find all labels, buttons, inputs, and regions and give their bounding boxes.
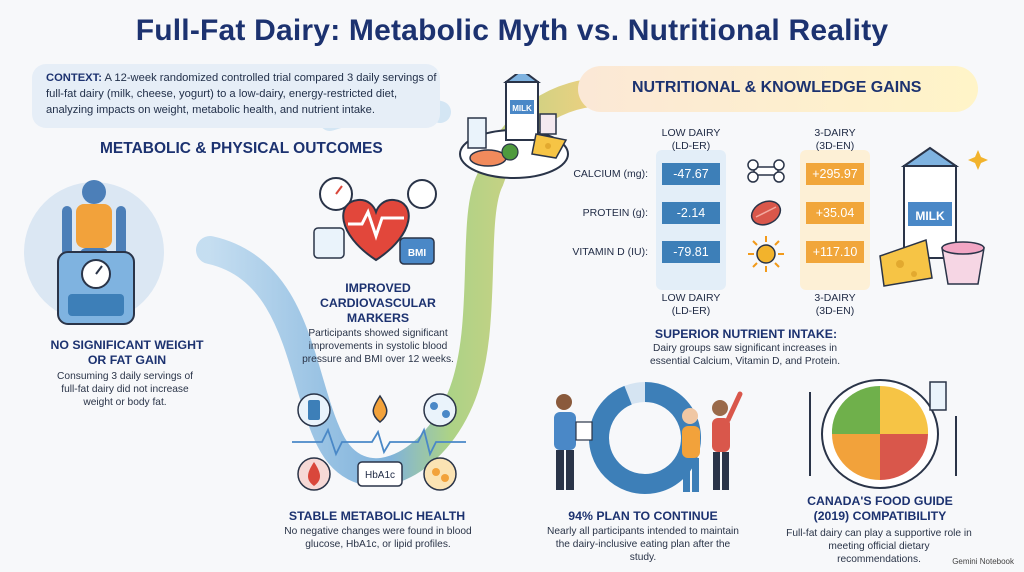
low-cell-calcium: -47.67	[662, 163, 720, 185]
watermark: Gemini Notebook	[952, 557, 1014, 566]
bone-icon	[747, 159, 785, 183]
guide-title-line2: (2019) COMPATIBILITY	[813, 509, 947, 523]
guide-title-line1: CANADA'S FOOD GUIDE	[807, 494, 953, 508]
high-cell-protein: +35.04	[806, 202, 864, 224]
low-cell-vitamin-d: -79.81	[662, 241, 720, 263]
low-cell-protein: -2.14	[662, 202, 720, 224]
high-head-bottom-line2: (3D-EN)	[815, 305, 855, 317]
guide-card-title: CANADA'S FOOD GUIDE (2019) COMPATIBILITY	[790, 494, 970, 524]
milk-label: MILK	[512, 104, 532, 113]
high-head-line2: (3D-EN)	[815, 140, 855, 152]
high-col-head-top: 3-DAIRY (3D-EN)	[790, 127, 880, 153]
row-label-calcium: CALCIUM (mg):	[573, 168, 648, 180]
person-scale-illustration	[24, 180, 164, 325]
cardio-title-line2: CARDIOVASCULAR	[320, 296, 436, 310]
low-head-line2: (LD-ER)	[671, 140, 711, 152]
high-head-line1: 3-DAIRY	[814, 127, 856, 139]
metabolic-health-illustration: HbA1c	[292, 393, 466, 491]
row-label-protein: PROTEIN (g):	[582, 207, 648, 219]
food-guide-plate-illustration	[809, 379, 957, 489]
weight-card-body: Consuming 3 daily servings of full-fat d…	[57, 371, 193, 408]
nutrient-summary-body: Dairy groups saw significant increases i…	[649, 343, 841, 367]
low-head-line1: LOW DAIRY	[661, 127, 721, 139]
cardio-title-line3: MARKERS	[346, 311, 410, 325]
low-col-head-bottom: LOW DAIRY (LD-ER)	[646, 292, 736, 318]
cardio-title-line1: IMPROVED	[345, 281, 411, 295]
weight-card-title: NO SIGNIFICANT WEIGHT OR FAT GAIN	[42, 338, 212, 368]
cardio-card-body: Participants showed significant improvem…	[302, 328, 454, 365]
high-col-head-bottom: 3-DAIRY (3D-EN)	[790, 292, 880, 318]
cardio-card-title: IMPROVED CARDIOVASCULAR MARKERS	[298, 281, 458, 326]
plan-card-title: 94% PLAN TO CONTINUE	[568, 509, 718, 523]
context-text: CONTEXT: A 12-week randomized controlled…	[46, 70, 441, 118]
high-cell-vitamin-d: +117.10	[806, 241, 864, 263]
plan-continue-illustration	[554, 382, 743, 494]
context-label: CONTEXT:	[46, 72, 102, 84]
low-head-bottom-line2: (LD-ER)	[671, 305, 711, 317]
high-cell-calcium: +295.97	[806, 163, 864, 185]
hba1c-label: HbA1c	[365, 470, 395, 481]
milk-carton-label: MILK	[915, 209, 945, 223]
nutrient-summary-title: SUPERIOR NUTRIENT INTAKE:	[654, 327, 838, 341]
nutrition-heading: NUTRITIONAL & KNOWLEDGE GAINS	[632, 79, 922, 96]
dairy-products-illustration: MILK	[879, 146, 988, 287]
low-col-head-top: LOW DAIRY (LD-ER)	[646, 127, 736, 153]
bmi-label: BMI	[408, 248, 427, 259]
metabolic-heading: METABOLIC & PHYSICAL OUTCOMES	[100, 140, 383, 157]
context-body: A 12-week randomized controlled trial co…	[46, 72, 437, 116]
sun-icon	[748, 236, 784, 272]
muscle-icon	[750, 200, 782, 226]
context-box	[32, 64, 440, 128]
row-label-vitamin-d: VITAMIN D (IU):	[572, 246, 648, 258]
low-head-bottom-line1: LOW DAIRY	[661, 292, 721, 304]
high-head-bottom-line1: 3-DAIRY	[814, 292, 856, 304]
health-card-body: No negative changes were found in blood …	[284, 526, 472, 550]
weight-title-line1: NO SIGNIFICANT WEIGHT	[50, 338, 204, 352]
weight-title-line2: OR FAT GAIN	[87, 353, 167, 367]
cardio-illustration: BMI	[313, 177, 437, 265]
health-card-title: STABLE METABOLIC HEALTH	[288, 509, 466, 523]
page-title: Full-Fat Dairy: Metabolic Myth vs. Nutri…	[135, 14, 889, 47]
plan-card-body: Nearly all participants intended to main…	[547, 526, 739, 563]
nutrition-heading-bg	[578, 66, 978, 112]
dairy-plate-illustration: MILK	[459, 74, 569, 179]
plan-progress-ring	[589, 382, 701, 494]
guide-card-body: Full-fat dairy can play a supportive rol…	[786, 528, 972, 565]
